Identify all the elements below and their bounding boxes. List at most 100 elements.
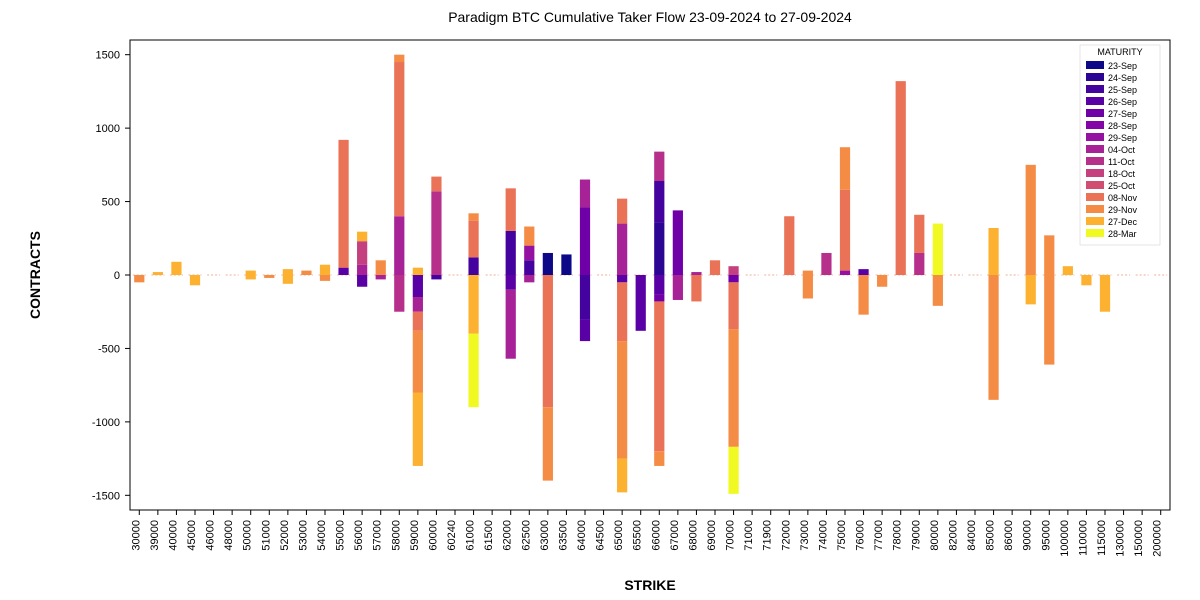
bar-segment — [691, 272, 701, 275]
bar-segment — [617, 459, 627, 493]
x-tick-label: 48000 — [223, 520, 235, 551]
x-tick-label: 50000 — [242, 520, 254, 551]
bar-segment — [543, 253, 553, 275]
x-tick-label: 86000 — [1003, 520, 1015, 551]
bar-segment — [357, 241, 367, 265]
bar-segment — [1063, 266, 1073, 275]
bar-segment — [896, 81, 906, 275]
legend-label: 28-Mar — [1108, 229, 1137, 239]
x-tick-label: 71900 — [762, 520, 774, 551]
x-tick-label: 71000 — [743, 520, 755, 551]
y-tick-label: 1500 — [96, 50, 120, 62]
bar-segment — [988, 275, 998, 400]
x-tick-label: 110000 — [1077, 520, 1089, 556]
bar-segment — [413, 268, 423, 275]
x-tick-label: 39000 — [149, 520, 161, 551]
x-tick-label: 200000 — [1152, 520, 1164, 557]
y-tick-label: 1000 — [96, 123, 120, 135]
bar-segment — [524, 260, 534, 275]
bar-segment — [376, 275, 386, 279]
bar-segment — [1044, 235, 1054, 275]
legend-swatch — [1086, 181, 1104, 189]
bar-segment — [728, 329, 738, 447]
bar-segment — [283, 269, 293, 275]
bar-segment — [654, 275, 664, 294]
bar-segment — [580, 275, 590, 319]
x-tick-label: 100000 — [1059, 520, 1071, 557]
bar-segment — [654, 181, 664, 222]
x-tick-label: 79000 — [910, 520, 922, 551]
bar-segment — [357, 232, 367, 242]
bar-segment — [1026, 275, 1036, 304]
x-tick-label: 115000 — [1096, 520, 1108, 556]
x-tick-label: 84000 — [966, 520, 978, 551]
y-tick-label: -1000 — [92, 417, 120, 429]
bar-segment — [190, 275, 200, 285]
x-tick-label: 69000 — [706, 520, 718, 551]
bar-segment — [468, 213, 478, 220]
bar-segment — [821, 253, 831, 275]
bar-segment — [617, 341, 627, 459]
bar-segment — [561, 254, 571, 275]
bar-segment — [506, 290, 516, 359]
bar-segment — [784, 216, 794, 275]
bar-segment — [524, 275, 534, 282]
x-tick-label: 62500 — [520, 520, 532, 551]
bar-segment — [283, 275, 293, 284]
bar-segment — [580, 207, 590, 275]
legend-label: 25-Sep — [1108, 85, 1137, 95]
bar-segment — [580, 180, 590, 208]
x-tick-label: 45000 — [186, 520, 198, 551]
x-tick-label: 67000 — [669, 520, 681, 551]
bar-segment — [357, 275, 367, 287]
x-tick-label: 64500 — [595, 520, 607, 551]
legend-label: 29-Sep — [1108, 133, 1137, 143]
bar-segment — [933, 275, 943, 306]
x-tick-label: 95000 — [1040, 520, 1052, 551]
x-tick-label: 60000 — [427, 520, 439, 551]
bar-segment — [858, 275, 868, 315]
legend-swatch — [1086, 85, 1104, 93]
x-axis-label: STRIKE — [624, 577, 675, 593]
bar-segment — [468, 221, 478, 258]
x-tick-label: 77000 — [873, 520, 885, 551]
legend-label: 18-Oct — [1108, 169, 1136, 179]
legend-swatch — [1086, 193, 1104, 201]
bar-segment — [617, 275, 627, 282]
bar-segment — [914, 253, 924, 275]
bar-segment — [988, 228, 998, 275]
bar-segment — [413, 275, 423, 297]
y-tick-label: -500 — [98, 343, 120, 355]
bar-segment — [543, 407, 553, 480]
x-tick-label: 65000 — [613, 520, 625, 551]
bar-segment — [246, 275, 256, 279]
bar-segment — [636, 275, 646, 331]
y-tick-label: 500 — [102, 197, 120, 209]
x-tick-label: 64000 — [576, 520, 588, 551]
x-tick-label: 40000 — [167, 520, 179, 551]
y-axis-label: CONTRACTS — [27, 231, 43, 319]
bar-segment — [840, 190, 850, 271]
bar-segment — [803, 275, 813, 299]
bar-segment — [264, 275, 274, 278]
legend-swatch — [1086, 205, 1104, 213]
x-tick-label: 51000 — [260, 520, 272, 551]
x-tick-label: 63000 — [539, 520, 551, 551]
bar-segment — [654, 294, 664, 301]
bar-segment — [468, 334, 478, 407]
x-tick-label: 60240 — [446, 520, 458, 551]
bar-segment — [1100, 275, 1110, 312]
bar-segment — [506, 275, 516, 290]
bar-segment — [338, 268, 348, 275]
bar-segment — [933, 224, 943, 275]
bar-segment — [1026, 165, 1036, 275]
bar-segment — [413, 297, 423, 312]
x-tick-label: 52000 — [279, 520, 291, 551]
chart-title: Paradigm BTC Cumulative Taker Flow 23-09… — [448, 9, 852, 25]
bar-segment — [431, 177, 441, 192]
legend-swatch — [1086, 121, 1104, 129]
x-tick-label: 53000 — [297, 520, 309, 551]
bar-segment — [301, 271, 311, 275]
x-tick-label: 61500 — [483, 520, 495, 551]
bar-segment — [376, 260, 386, 275]
